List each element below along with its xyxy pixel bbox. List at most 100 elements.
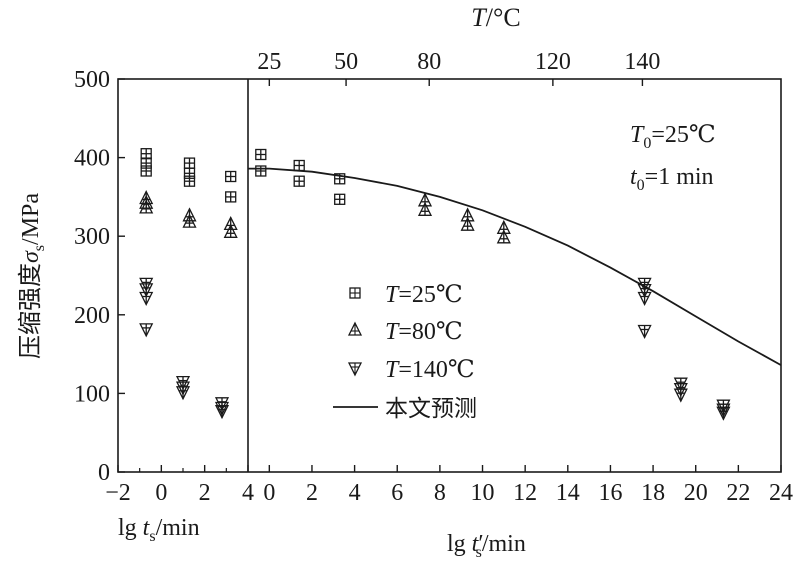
legend-80-text: =80℃ <box>398 319 462 345</box>
y-axis-ticks: 0 100 200 300 400 500 <box>74 67 125 486</box>
left-x-tick-label: 0 <box>155 480 167 506</box>
y-axis-label: 压缩强度σs/MPa <box>16 193 48 359</box>
right-x-tick-label: 14 <box>556 480 580 506</box>
data-point-left <box>183 175 196 187</box>
legend-entry-25: T=25℃ <box>385 282 463 308</box>
right-x-tick-label: 12 <box>513 480 537 506</box>
y-axis-label-unit: /MPa <box>18 193 44 245</box>
top-tick-label: 120 <box>535 49 571 75</box>
data-point-left <box>140 165 152 177</box>
y-tick-label: 100 <box>74 381 110 407</box>
annotation-T0: T0=25℃ <box>630 122 716 152</box>
data-point-right <box>293 175 305 187</box>
annotation-T0-sub: 0 <box>643 135 651 152</box>
data-point-left <box>175 386 191 401</box>
data-point-left <box>139 291 154 306</box>
data-point-right <box>417 201 433 216</box>
data-point-right <box>460 216 475 231</box>
legend-entry-140: T=140℃ <box>385 357 475 383</box>
right-x-tick-label: 0 <box>263 480 275 506</box>
right-x-tick-label: 24 <box>769 480 793 506</box>
right-x-label-main: lg <box>447 531 472 557</box>
data-point-right <box>255 165 267 177</box>
left-x-label-sym: t <box>143 515 151 541</box>
y-tick-label: 400 <box>74 146 110 172</box>
left-x-tick-label: −2 <box>105 480 131 506</box>
right-x-label-sub: s <box>476 544 482 561</box>
left-x-label-unit: /min <box>156 515 200 541</box>
top-tick-label: 80 <box>417 49 441 75</box>
left-x-label-sub: s <box>149 528 155 545</box>
top-tick-label: 140 <box>624 49 660 75</box>
annotation-t0: t0=1 min <box>630 164 714 194</box>
annotation-t0-val: =1 min <box>645 164 714 190</box>
right-x-axis-label: lg t′s/min <box>447 531 526 561</box>
annotation-T0-val: =25℃ <box>651 122 715 148</box>
legend-marker-80 <box>347 321 363 336</box>
legend-140-text: =140℃ <box>398 357 474 383</box>
data-point-right <box>716 406 731 421</box>
left-x-axis-label: lg ts/min <box>118 515 200 545</box>
data-point-left <box>182 213 197 228</box>
legend-25-sym: T <box>385 282 400 308</box>
data-point-right <box>637 324 652 339</box>
right-x-tick-label: 22 <box>726 480 750 506</box>
top-axis-label-sym: T <box>471 3 487 32</box>
right-x-tick-label: 16 <box>598 480 622 506</box>
right-x-label-unit: /min <box>482 531 526 557</box>
legend-marker-140 <box>347 362 363 377</box>
data-point-left <box>139 323 154 338</box>
y-axis-label-cn: 压缩强度 <box>16 263 44 359</box>
legend: T=25℃ T=80℃ T=140℃ 本文预测 <box>333 282 477 422</box>
y-tick-label: 300 <box>74 224 110 250</box>
top-tick-label: 50 <box>334 49 358 75</box>
legend-80-sym: T <box>385 319 400 345</box>
y-axis-label-sym: σ <box>18 250 44 263</box>
legend-entry-prediction: 本文预测 <box>385 396 477 422</box>
data-point-left <box>214 405 230 420</box>
annotation-t0-sym: t <box>630 164 638 190</box>
left-x-label-main: lg <box>118 515 143 541</box>
y-tick-label: 500 <box>74 67 110 93</box>
plot-frame <box>117 78 782 473</box>
data-point-right <box>673 388 688 403</box>
right-x-tick-label: 8 <box>434 480 446 506</box>
y-axis-label-sub: s <box>31 245 48 251</box>
y-tick-label: 0 <box>98 460 110 486</box>
data-point-left <box>225 191 237 203</box>
right-x-label-prime: ′ <box>478 531 483 557</box>
legend-140-sym: T <box>385 357 400 383</box>
left-x-tick-label: 2 <box>199 480 211 506</box>
left-x-tick-label: 4 <box>242 480 254 506</box>
left-x-axis-ticks: −2 0 2 4 <box>105 465 254 506</box>
top-axis-ticks: 25 50 80 120 140 <box>257 49 660 86</box>
data-point-right <box>637 291 652 306</box>
right-x-tick-label: 4 <box>349 480 361 506</box>
right-x-tick-label: 20 <box>684 480 708 506</box>
data-points <box>139 148 731 421</box>
top-axis-label-unit: /°C <box>486 3 521 32</box>
data-point-right <box>255 148 267 161</box>
right-x-tick-label: 10 <box>471 480 495 506</box>
right-x-tick-label: 18 <box>641 480 665 506</box>
data-point-left <box>183 157 196 169</box>
data-point-left <box>139 199 154 214</box>
data-point-left <box>140 148 152 160</box>
prediction-curve-line <box>248 167 782 366</box>
data-point-right <box>496 229 511 244</box>
legend-marker-25 <box>349 287 361 299</box>
legend-25-text: =25℃ <box>398 282 462 308</box>
data-point-right <box>293 159 305 172</box>
annotation-t0-sub: 0 <box>637 177 645 194</box>
top-tick-label: 25 <box>257 49 281 75</box>
top-axis-label: T/°C <box>471 3 520 32</box>
right-x-axis-ticks: 0 2 4 6 8 10 12 14 16 18 20 22 24 <box>263 465 793 506</box>
prediction-curve <box>248 167 782 366</box>
annotation-T0-sym: T <box>630 122 645 148</box>
data-point-left <box>225 170 237 183</box>
right-x-tick-label: 2 <box>306 480 318 506</box>
data-point-right <box>334 173 346 185</box>
data-point-right <box>334 193 346 205</box>
right-x-label-sym: t <box>472 531 480 557</box>
